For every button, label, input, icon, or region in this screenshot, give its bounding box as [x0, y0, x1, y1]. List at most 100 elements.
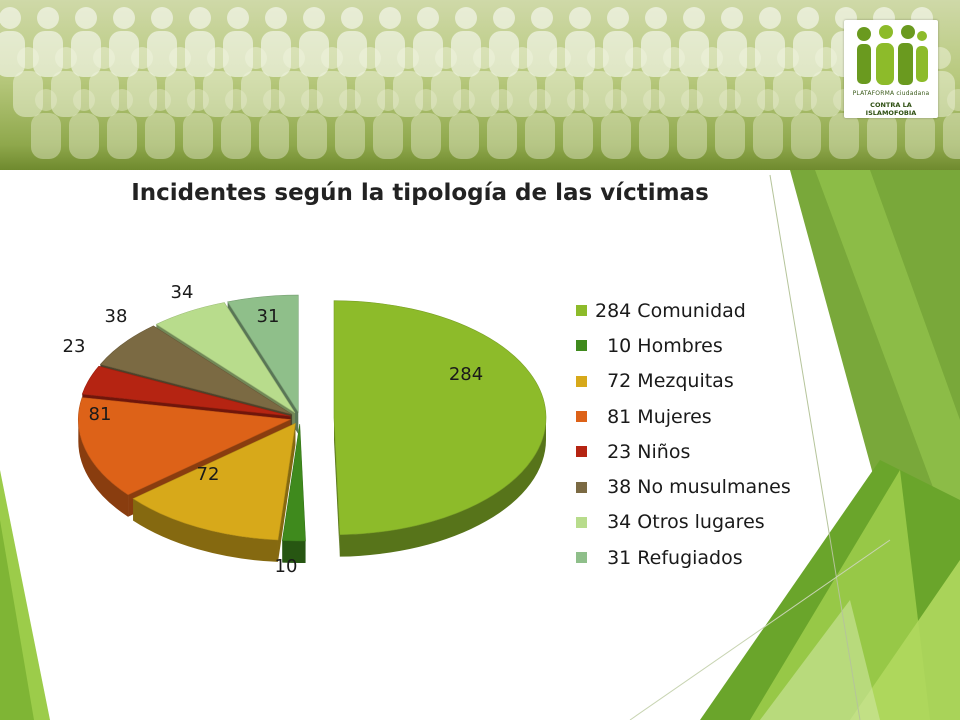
legend-item: 23 Niños	[576, 434, 791, 469]
crowd-figure	[715, 89, 745, 159]
crowd-figure	[221, 89, 251, 159]
data-label: 81	[89, 404, 112, 425]
legend-label: 72 Mezquitas	[595, 370, 734, 393]
crowd-figure	[13, 47, 43, 117]
crowd-figure	[31, 89, 61, 159]
crowd-figure	[299, 7, 329, 77]
crowd-figure	[375, 7, 405, 77]
slide-title: Incidentes según la tipología de las víc…	[131, 180, 709, 206]
crowd-figure	[639, 89, 669, 159]
crowd-figure	[621, 47, 651, 117]
legend-swatch	[576, 340, 587, 352]
crowd-figure	[659, 47, 689, 117]
crowd-figure	[147, 7, 177, 77]
data-label: 31	[257, 306, 280, 327]
crowd-figure	[279, 47, 309, 117]
legend-swatch	[576, 305, 587, 317]
data-label: 72	[197, 464, 220, 485]
legend-swatch	[576, 481, 587, 493]
crowd-figure	[525, 89, 555, 159]
crowd-figure	[793, 7, 823, 77]
data-label: 23	[63, 336, 86, 357]
legend-swatch	[576, 446, 587, 458]
crowd-figure	[677, 89, 707, 159]
crowd-figure	[507, 47, 537, 117]
crowd-figure	[355, 47, 385, 117]
crowd-figure	[259, 89, 289, 159]
crowd-figure	[297, 89, 327, 159]
crowd-figure	[489, 7, 519, 77]
crowd-figure	[943, 89, 960, 159]
crowd-figure	[753, 89, 783, 159]
crowd-figure	[0, 7, 25, 77]
crowd-figure	[413, 7, 443, 77]
crowd-figure	[223, 7, 253, 77]
legend-swatch	[576, 375, 587, 387]
legend-item: 72 Mezquitas	[576, 364, 791, 399]
legend-item: 31 Refugiados	[576, 540, 791, 575]
crowd-figure	[411, 89, 441, 159]
crowd-figure	[317, 47, 347, 117]
legend-label: 10 Hombres	[595, 334, 723, 357]
pie-slice-mezquitas	[132, 422, 296, 562]
crowd-figure	[261, 7, 291, 77]
crowd-figure	[127, 47, 157, 117]
legend-item: 34 Otros lugares	[576, 505, 791, 540]
legend-label: 284 Comunidad	[595, 299, 746, 322]
crowd-figure	[583, 47, 613, 117]
crowd-figure	[449, 89, 479, 159]
legend-label: 81 Mujeres	[595, 405, 712, 428]
legend-swatch	[576, 516, 587, 528]
crowd-figure	[755, 7, 785, 77]
crowd-figure	[373, 89, 403, 159]
pie-slice-hombres	[281, 423, 306, 563]
crowd-figure	[107, 89, 137, 159]
crowd-figure	[109, 7, 139, 77]
crowd-figure	[697, 47, 727, 117]
crowd-figure	[89, 47, 119, 117]
crowd-figure	[527, 7, 557, 77]
crowd-figure	[735, 47, 765, 117]
pie-slice-comunidad	[333, 300, 547, 557]
crowd-figure	[773, 47, 803, 117]
data-label: 38	[105, 306, 128, 327]
header-banner	[0, 0, 960, 170]
crowd-figure	[335, 89, 365, 159]
crowd-figure	[451, 7, 481, 77]
legend-item: 38 No musulmanes	[576, 469, 791, 504]
data-label: 10	[275, 556, 298, 577]
legend-label: 38 No musulmanes	[595, 476, 791, 499]
crowd-figure	[71, 7, 101, 77]
logo-text-line1: PLATAFORMA ciudadana	[852, 90, 930, 97]
crowd-figure	[545, 47, 575, 117]
crowd-figure	[603, 7, 633, 77]
legend-item: 81 Mujeres	[576, 399, 791, 434]
legend-label: 34 Otros lugares	[595, 511, 765, 534]
logo-figures-icon	[857, 25, 928, 85]
crowd-figure	[487, 89, 517, 159]
crowd-figure	[469, 47, 499, 117]
crowd-figure	[51, 47, 81, 117]
legend-item: 10 Hombres	[576, 328, 791, 363]
crowd-figure	[241, 47, 271, 117]
crowd-figure	[811, 47, 841, 117]
crowd-figure	[641, 7, 671, 77]
crowd-figure	[717, 7, 747, 77]
legend-item: 284 Comunidad	[576, 293, 791, 328]
legend-label: 31 Refugiados	[595, 546, 743, 569]
legend-swatch	[576, 552, 587, 564]
chart-legend: 284 Comunidad 10 Hombres 72 Mezquitas 81…	[576, 293, 791, 575]
crowd-figure	[33, 7, 63, 77]
crowd-figure	[601, 89, 631, 159]
crowd-figure	[679, 7, 709, 77]
data-label: 34	[171, 282, 194, 303]
legend-swatch	[576, 411, 587, 423]
crowd-figure	[393, 47, 423, 117]
crowd-figure	[565, 7, 595, 77]
crowd-figure	[203, 47, 233, 117]
crowd-figure	[183, 89, 213, 159]
logo-text-line2: CONTRA LA ISLAMOFOBIA	[865, 101, 917, 117]
legend-label: 23 Niños	[595, 440, 691, 463]
